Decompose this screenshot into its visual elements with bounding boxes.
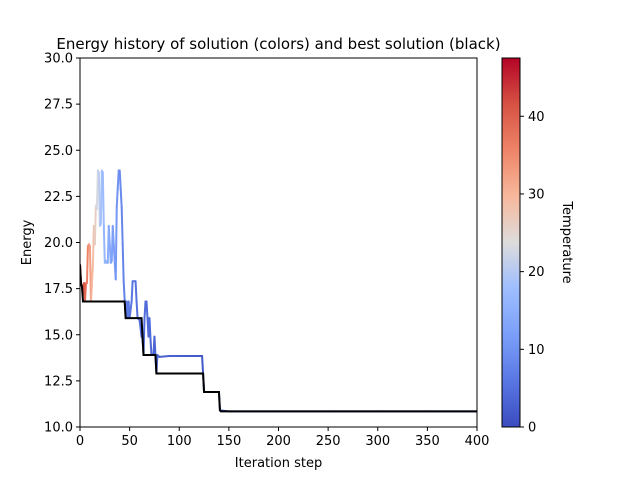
x-tick-label: 400 <box>465 434 490 449</box>
colorbar-tick-label: 10 <box>528 343 545 358</box>
chart-title: Energy history of solution (colors) and … <box>56 35 500 53</box>
y-axis-ticks: 10.0 12.5 15.0 17.5 20.0 22.5 25.0 27.5 30.0 <box>44 52 80 436</box>
y-axis-label: Energy <box>20 219 35 265</box>
x-tick-label: 150 <box>216 434 241 449</box>
y-tick-label: 12.5 <box>44 374 73 389</box>
data-layer <box>80 169 477 413</box>
solution-energy-segment <box>83 282 87 303</box>
solution-energy-segment <box>112 243 116 264</box>
x-tick-label: 0 <box>76 434 84 449</box>
solution-energy-segment <box>145 300 149 320</box>
x-tick-label: 100 <box>167 434 192 449</box>
y-tick-label: 27.5 <box>44 98 73 113</box>
solution-energy-segment <box>93 204 97 246</box>
colorbar-tick-label: 20 <box>528 265 545 280</box>
x-axis-label: Iteration step <box>235 456 322 471</box>
colorbar-ticks: 0 10 20 30 40 <box>520 110 545 436</box>
colorbar-tick-label: 0 <box>528 421 536 436</box>
solution-energy-segment <box>158 354 171 358</box>
solution-energy-segment <box>122 280 126 301</box>
colorbar <box>501 57 521 428</box>
solution-energy-segment <box>85 245 89 285</box>
x-tick-label: 250 <box>316 434 341 449</box>
x-axis-ticks: 0 50 100 150 200 250 300 350 400 <box>76 427 490 449</box>
x-tick-label: 300 <box>365 434 390 449</box>
solution-energy-segment <box>121 243 125 283</box>
y-tick-label: 15.0 <box>44 328 73 343</box>
colorbar-label: Temperature <box>559 200 574 283</box>
solution-energy-segment <box>134 280 138 303</box>
x-tick-label: 200 <box>266 434 291 449</box>
x-tick-label: 350 <box>415 434 440 449</box>
solution-energy-segment <box>116 169 120 190</box>
y-tick-label: 17.5 <box>44 282 73 297</box>
y-tick-label: 10.0 <box>44 421 73 436</box>
y-tick-label: 25.0 <box>44 144 73 159</box>
best-solution-line <box>80 264 477 413</box>
solution-energy-segment <box>90 263 94 285</box>
solution-energy-segment <box>111 224 115 246</box>
solution-energy-segment <box>99 169 103 226</box>
plot-frame <box>79 57 478 428</box>
colorbar-tick-label: 40 <box>528 110 545 125</box>
x-tick-label: 50 <box>121 434 138 449</box>
solution-energy-segment <box>101 171 105 227</box>
solution-energy-segment <box>115 187 119 209</box>
solution-energy-segment <box>138 318 143 338</box>
solution-energy-segment <box>114 206 118 281</box>
y-tick-label: 20.0 <box>44 236 73 251</box>
solution-energy-segment <box>120 206 124 246</box>
solution-energy-segment <box>135 300 139 320</box>
solution-energy-segment <box>118 169 122 190</box>
solution-energy-segment <box>130 280 134 303</box>
y-tick-label: 22.5 <box>44 190 73 205</box>
solution-energy-segment <box>95 169 99 211</box>
colorbar-tick-label: 30 <box>528 187 545 202</box>
solution-energy-segment <box>107 224 111 246</box>
solution-energy-segment <box>143 300 147 320</box>
solution-energy-segment <box>102 224 106 264</box>
solution-energy-segment <box>108 243 112 264</box>
solution-energy-segment <box>97 171 101 227</box>
solution-energy-segment <box>148 317 152 340</box>
y-tick-label: 30.0 <box>44 52 73 67</box>
solution-energy-segment <box>89 282 93 303</box>
solution-energy-segment <box>119 187 123 209</box>
solution-energy-segment <box>153 335 157 357</box>
solution-energy-segment <box>201 354 205 375</box>
solution-energy-segment <box>149 337 153 357</box>
solution-energy-segment <box>128 300 133 320</box>
